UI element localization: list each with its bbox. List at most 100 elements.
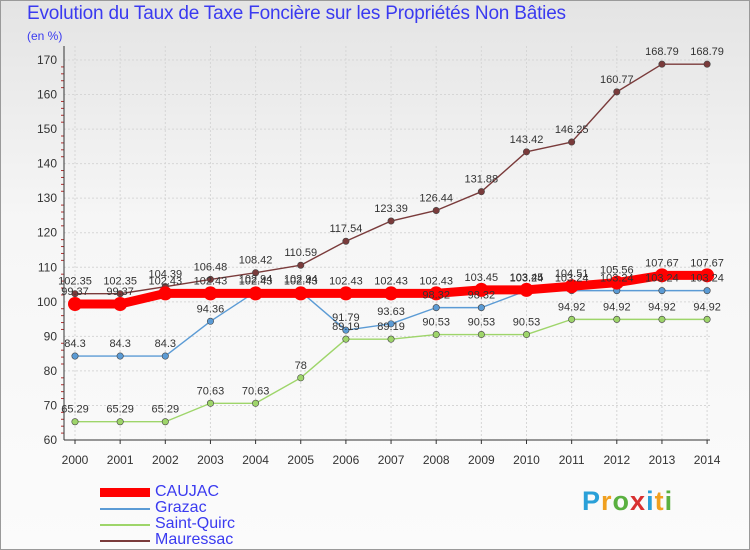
data-label: 102.35 bbox=[103, 276, 137, 288]
data-labels-layer: 99.37 99.37 102.43 102.43 102.43 102.43 102.43… bbox=[58, 46, 724, 416]
x-tick-label: 2007 bbox=[378, 453, 405, 467]
brand-letter: i bbox=[664, 486, 674, 516]
legend-label: Saint-Quirc bbox=[155, 515, 236, 532]
legend-swatch bbox=[100, 540, 150, 542]
data-point bbox=[116, 352, 124, 360]
data-label: 102.43 bbox=[329, 275, 363, 287]
y-tick-label: 160 bbox=[37, 88, 57, 102]
data-point bbox=[387, 217, 395, 225]
data-label: 65.29 bbox=[61, 404, 89, 416]
data-label: 90.53 bbox=[468, 317, 496, 329]
data-point bbox=[338, 286, 353, 301]
data-label: 102.43 bbox=[374, 275, 408, 287]
y-tick-label: 170 bbox=[37, 53, 57, 67]
y-tick-label: 60 bbox=[44, 433, 58, 447]
y-tick-label: 110 bbox=[38, 260, 57, 274]
data-point bbox=[158, 286, 173, 301]
data-point bbox=[252, 269, 260, 277]
data-point bbox=[71, 352, 79, 360]
data-point bbox=[658, 287, 666, 295]
line-chart: 60 70 80 90 100 110 120 130 140 150 160 170 2000 2001… bbox=[37, 46, 724, 467]
chart-title: Evolution du Taux de Taxe Foncière sur l… bbox=[27, 3, 566, 24]
y-tick-label: 70 bbox=[44, 398, 58, 412]
data-label: 99.37 bbox=[61, 286, 89, 298]
data-point bbox=[522, 331, 530, 339]
data-label: 91.79 bbox=[332, 312, 360, 324]
data-point bbox=[658, 315, 666, 323]
x-tick-label: 2012 bbox=[603, 453, 630, 467]
data-point bbox=[71, 418, 79, 426]
data-point bbox=[613, 315, 621, 323]
data-point bbox=[342, 335, 350, 343]
data-point bbox=[387, 320, 395, 328]
data-point bbox=[248, 286, 263, 301]
data-point bbox=[161, 352, 169, 360]
y-tick-label: 130 bbox=[37, 191, 57, 205]
data-label: 103.45 bbox=[510, 272, 544, 284]
data-point bbox=[432, 331, 440, 339]
data-label: 98.32 bbox=[422, 290, 450, 302]
data-label: 168.79 bbox=[690, 46, 724, 58]
data-point bbox=[206, 275, 214, 283]
x-tick-label: 2011 bbox=[559, 453, 585, 467]
data-label: 168.79 bbox=[645, 46, 679, 58]
data-point bbox=[700, 268, 715, 283]
data-label: 90.53 bbox=[513, 317, 541, 329]
data-label: 103.24 bbox=[510, 273, 544, 285]
brand-letter: x bbox=[630, 486, 647, 516]
data-label: 103.24 bbox=[600, 273, 634, 285]
data-point bbox=[384, 286, 399, 301]
data-point bbox=[342, 326, 350, 334]
data-label: 103.24 bbox=[645, 273, 679, 285]
data-label: 107.67 bbox=[645, 257, 679, 269]
x-tick-label: 2009 bbox=[468, 453, 495, 467]
data-point bbox=[342, 237, 350, 245]
y-tick-label: 80 bbox=[44, 364, 58, 378]
brand-letter: P bbox=[582, 486, 602, 516]
data-label: 93.63 bbox=[377, 306, 405, 318]
legend-label: Grazac bbox=[155, 499, 207, 516]
data-label: 105.56 bbox=[600, 265, 634, 277]
data-point bbox=[432, 206, 440, 214]
data-point bbox=[703, 60, 711, 68]
data-label: 94.92 bbox=[648, 301, 676, 313]
x-tick-label: 2004 bbox=[242, 453, 269, 467]
data-point bbox=[703, 287, 711, 295]
data-label: 104.39 bbox=[148, 269, 182, 281]
data-point bbox=[609, 275, 624, 290]
brand-letter: o bbox=[612, 486, 631, 516]
data-point bbox=[654, 268, 669, 283]
grid-layer bbox=[64, 46, 710, 441]
data-point bbox=[203, 286, 218, 301]
data-label: 65.29 bbox=[106, 404, 134, 416]
data-point bbox=[161, 418, 169, 426]
x-tick-label: 2000 bbox=[62, 453, 89, 467]
legend-label: CAUJAC bbox=[155, 483, 220, 500]
data-point bbox=[564, 279, 579, 294]
data-point bbox=[206, 399, 214, 407]
data-label: 102.35 bbox=[58, 276, 92, 288]
data-point bbox=[658, 60, 666, 68]
data-point bbox=[429, 286, 444, 301]
data-label: 84.3 bbox=[109, 338, 130, 350]
data-point bbox=[522, 148, 530, 156]
legend-swatch bbox=[100, 508, 150, 510]
data-label: 102.43 bbox=[148, 275, 182, 287]
data-label: 99.37 bbox=[106, 286, 134, 298]
data-label: 94.36 bbox=[197, 303, 225, 315]
data-label: 94.92 bbox=[603, 301, 631, 313]
data-label: 103.24 bbox=[690, 273, 724, 285]
data-label: 102.43 bbox=[194, 275, 228, 287]
data-label: 102.43 bbox=[239, 275, 273, 287]
data-point bbox=[297, 261, 305, 269]
data-label: 104.51 bbox=[555, 268, 589, 280]
data-label: 108.42 bbox=[239, 255, 273, 267]
y-tick-label: 90 bbox=[44, 329, 58, 343]
data-point bbox=[252, 399, 260, 407]
data-label: 117.54 bbox=[329, 223, 362, 235]
x-tick-label: 2008 bbox=[423, 453, 450, 467]
data-point bbox=[293, 286, 308, 301]
data-label: 102.43 bbox=[419, 275, 453, 287]
data-point bbox=[568, 315, 576, 323]
legend-swatch bbox=[100, 524, 150, 526]
